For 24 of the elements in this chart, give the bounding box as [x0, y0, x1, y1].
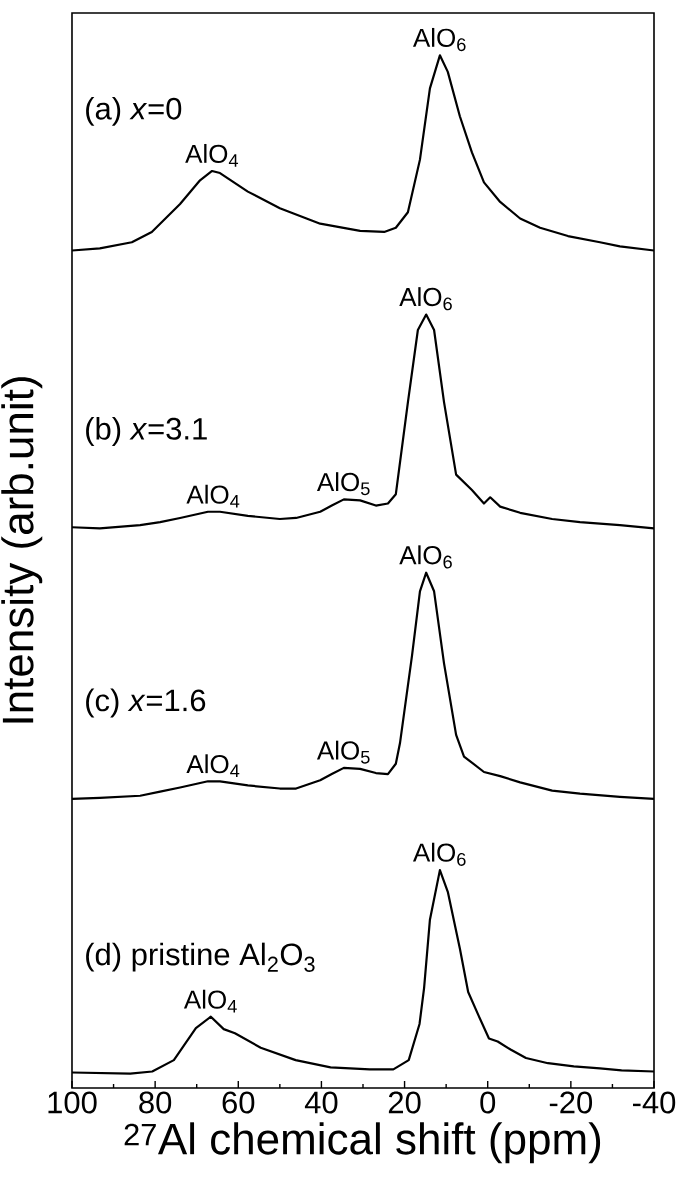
x-tick-label: 20	[388, 1091, 421, 1114]
x-tick-label: 0	[480, 1091, 496, 1114]
x-tick-label: 40	[304, 1091, 338, 1114]
annotation: AlO$_{4}$	[183, 989, 237, 1013]
annotation: AlO$_{4}$	[186, 484, 240, 508]
y-axis-title: Intensity (arb.unit)	[1, 377, 43, 723]
series-label: (d) pristine Al$_{2}$O$_{3}$	[86, 942, 315, 972]
annotation: AlO$_{6}$	[412, 27, 466, 52]
annotation: AlO$_{6}$	[399, 287, 452, 311]
text: (c) x=1.6	[86, 688, 206, 718]
text: (b) x=3.1	[86, 417, 207, 446]
x-axis-title: $^{27}$Al chemical shift (ppm)	[124, 1122, 601, 1164]
annotation: AlO$_{4}$	[186, 754, 240, 778]
series-label: (a) x=0	[86, 96, 182, 126]
x-tick-label: -20	[549, 1091, 593, 1114]
annotation: AlO$_{4}$	[185, 143, 239, 167]
x-tick-label: 100	[48, 1091, 97, 1114]
x-tick-label: 60	[222, 1091, 255, 1114]
annotation: AlO$_{6}$	[412, 842, 466, 866]
x-tick-label: 80	[139, 1091, 172, 1114]
x-tick-label: -40	[632, 1091, 676, 1114]
annotation: AlO$_{6}$	[399, 545, 452, 569]
annotation: AlO$_{5}$	[316, 472, 370, 496]
annotation: AlO$_{5}$	[316, 740, 370, 764]
